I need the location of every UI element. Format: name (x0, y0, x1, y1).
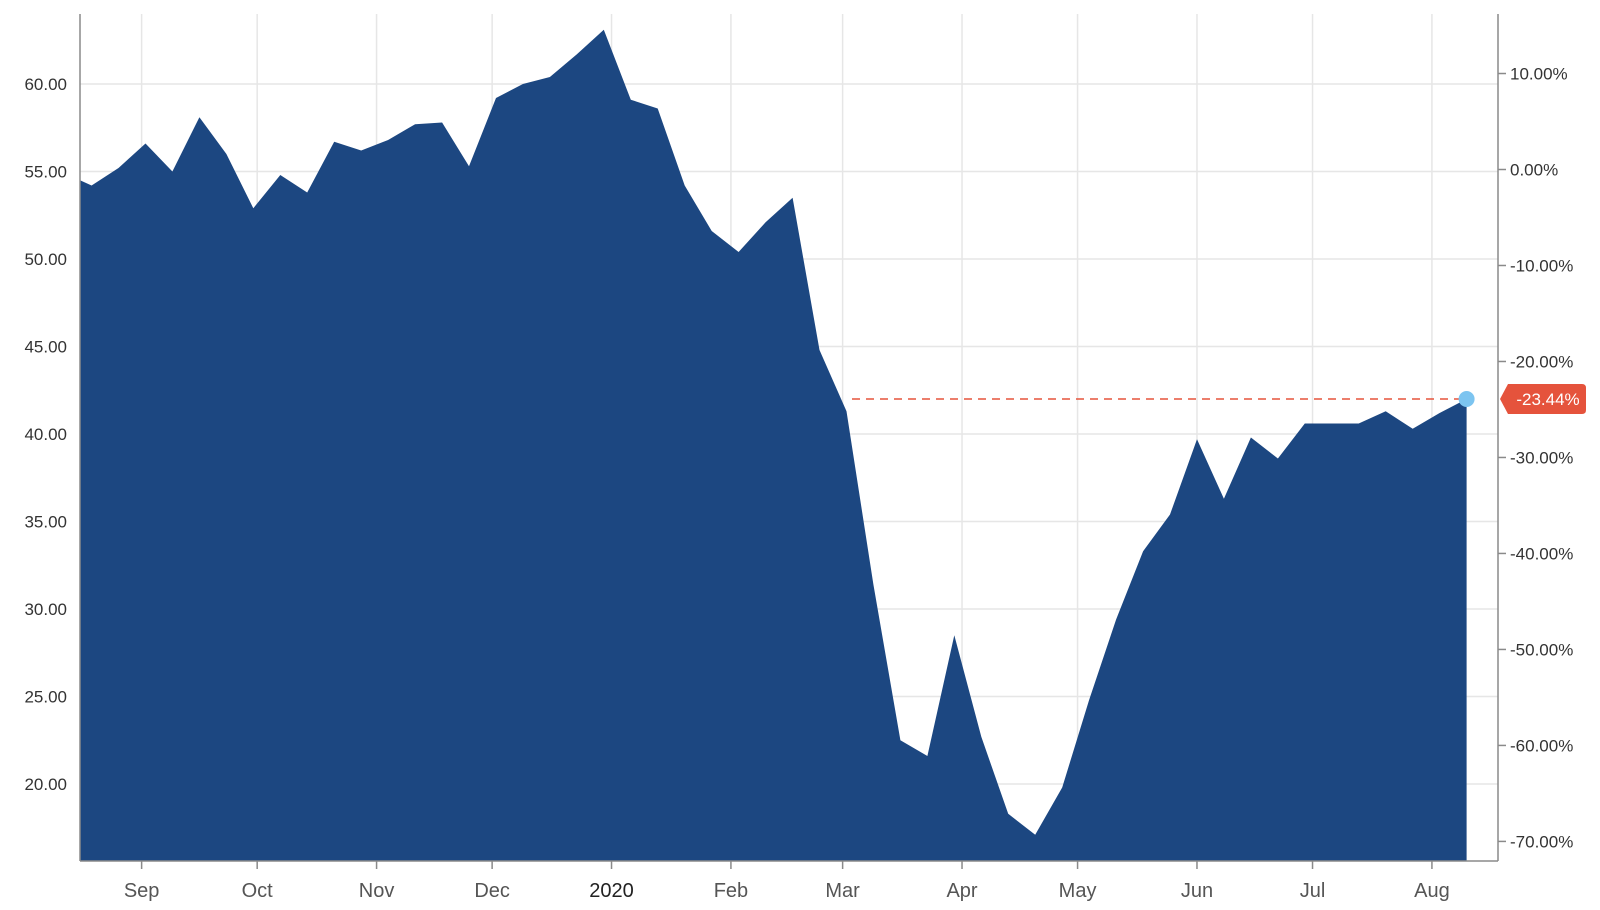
x-tick-label: May (1059, 880, 1097, 902)
last-value-dot (1458, 391, 1475, 407)
left-y-tick-label: 45.00 (24, 338, 67, 357)
left-y-tick-label: 60.00 (24, 75, 67, 94)
x-tick-label: 2020 (589, 880, 634, 902)
x-tick-label: Oct (242, 880, 274, 902)
left-y-tick-label: 25.00 (24, 688, 67, 707)
right-y-tick-label: -20.00% (1510, 352, 1573, 371)
x-tick-label: Apr (946, 880, 977, 902)
left-y-tick-label: 30.00 (24, 600, 67, 619)
x-tick-label: Mar (825, 880, 860, 902)
right-y-tick-label: -60.00% (1510, 736, 1573, 755)
left-y-tick-label: 40.00 (24, 425, 67, 444)
left-y-axis-ticks: 60.00 55.00 50.00 45.00 40.00 35.00 30.00 25.00… (24, 75, 67, 794)
left-y-tick-label: 20.00 (24, 775, 67, 794)
axes (79, 14, 1499, 862)
price-area-series (80, 29, 1467, 861)
right-y-tick-label: -70.00% (1510, 832, 1573, 851)
right-y-tick-label: -30.00% (1510, 448, 1573, 467)
right-y-tick-label: 0.00% (1510, 161, 1558, 180)
last-value-label: -23.44% (1516, 390, 1579, 409)
x-tick-label: Feb (714, 880, 748, 902)
right-y-tick-label: -10.00% (1510, 256, 1573, 275)
x-tick-label: Nov (359, 880, 395, 902)
right-y-axis-ticks: 10.00% 0.00% -10.00% -20.00% -30.00% -40.00% -… (1498, 65, 1573, 851)
x-axis-ticks: Sep Oct Nov Dec 2020 Feb Mar Apr May Jun Jul Aug (124, 861, 1450, 902)
left-y-tick-label: 55.00 (24, 163, 67, 182)
x-tick-label: Jul (1300, 880, 1326, 902)
right-y-tick-label: -40.00% (1510, 544, 1573, 563)
x-tick-label: Sep (124, 880, 160, 902)
left-y-tick-label: 35.00 (24, 513, 67, 532)
right-y-tick-label: -50.00% (1510, 640, 1573, 659)
last-value-marker: -23.44% (852, 384, 1586, 414)
last-value-badge (1500, 384, 1586, 414)
right-y-tick-label: 10.00% (1510, 65, 1568, 84)
x-tick-label: Dec (474, 880, 510, 902)
x-tick-label: Jun (1181, 880, 1213, 902)
x-tick-label: Aug (1414, 880, 1450, 902)
left-y-tick-label: 50.00 (24, 250, 67, 269)
